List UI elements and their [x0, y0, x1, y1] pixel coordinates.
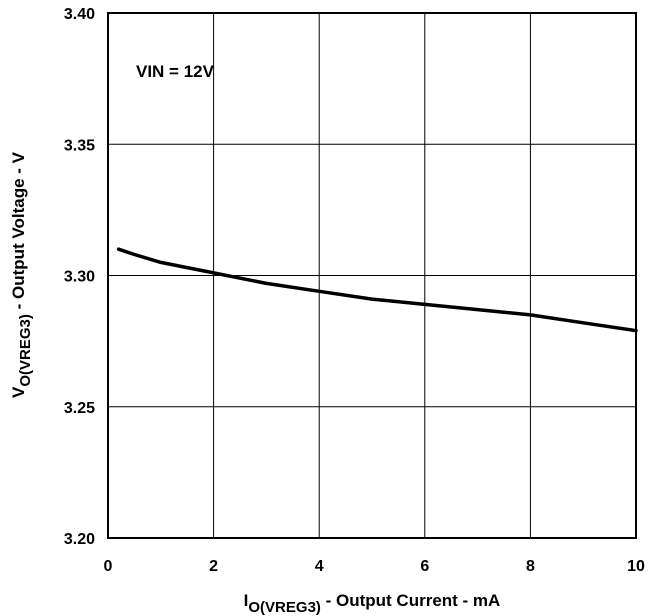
y-axis-label-main: V: [9, 386, 28, 398]
series-group: [116, 247, 638, 333]
grid-lines: [108, 13, 636, 538]
y-tick-label: 3.20: [64, 531, 95, 548]
y-tick-labels: 3.20 3.25 3.30 3.35 3.40: [64, 6, 95, 548]
annotation-vin: VIN = 12V: [136, 62, 215, 81]
x-tick-label: 0: [104, 558, 113, 575]
y-tick-label: 3.35: [64, 137, 95, 154]
x-tick-label: 4: [315, 558, 324, 575]
y-axis-label-sub: O(VREG3): [17, 314, 34, 387]
x-tick-label: 2: [209, 558, 218, 575]
series-line-0: [116, 247, 638, 333]
x-axis-label: IO(VREG3) - Output Current - mA: [244, 591, 501, 616]
y-axis-label: VO(VREG3) - Output Voltage - V: [9, 151, 34, 398]
y-tick-label: 3.30: [64, 269, 95, 286]
y-tick-label: 3.40: [64, 6, 95, 23]
y-axis-label-rest: - Output Voltage - V: [9, 151, 28, 314]
y-tick-label: 3.25: [64, 400, 95, 417]
x-axis-label-rest: - Output Current - mA: [321, 591, 500, 610]
x-axis-label-sub: O(VREG3): [248, 599, 321, 616]
x-axis-label-main: I: [244, 591, 249, 610]
x-tick-labels: 0 2 4 6 8 10: [104, 558, 645, 575]
x-tick-label: 8: [526, 558, 535, 575]
plot-area-frame: [107, 12, 637, 539]
x-tick-label: 6: [420, 558, 429, 575]
x-tick-label: 10: [627, 558, 645, 575]
